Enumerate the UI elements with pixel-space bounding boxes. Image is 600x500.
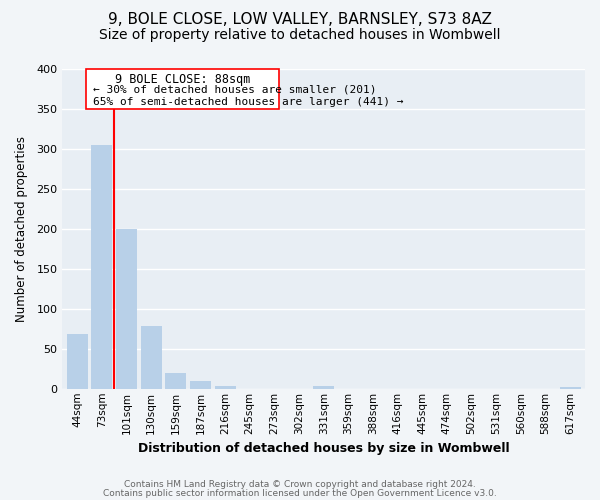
Bar	[560, 387, 581, 389]
FancyBboxPatch shape	[86, 69, 279, 109]
Bar	[140, 326, 161, 389]
Text: ← 30% of detached houses are smaller (201): ← 30% of detached houses are smaller (20…	[93, 85, 377, 95]
Y-axis label: Number of detached properties: Number of detached properties	[15, 136, 28, 322]
X-axis label: Distribution of detached houses by size in Wombwell: Distribution of detached houses by size …	[138, 442, 509, 455]
Text: Contains public sector information licensed under the Open Government Licence v3: Contains public sector information licen…	[103, 488, 497, 498]
Bar	[116, 229, 137, 389]
Text: Contains HM Land Registry data © Crown copyright and database right 2024.: Contains HM Land Registry data © Crown c…	[124, 480, 476, 489]
Bar	[165, 373, 186, 389]
Text: 65% of semi-detached houses are larger (441) →: 65% of semi-detached houses are larger (…	[93, 97, 404, 107]
Text: 9 BOLE CLOSE: 88sqm: 9 BOLE CLOSE: 88sqm	[115, 73, 250, 86]
Text: 9, BOLE CLOSE, LOW VALLEY, BARNSLEY, S73 8AZ: 9, BOLE CLOSE, LOW VALLEY, BARNSLEY, S73…	[108, 12, 492, 28]
Bar	[91, 145, 112, 389]
Bar	[313, 386, 334, 389]
Bar	[67, 334, 88, 389]
Bar	[215, 386, 236, 389]
Text: Size of property relative to detached houses in Wombwell: Size of property relative to detached ho…	[99, 28, 501, 42]
Bar	[190, 381, 211, 389]
